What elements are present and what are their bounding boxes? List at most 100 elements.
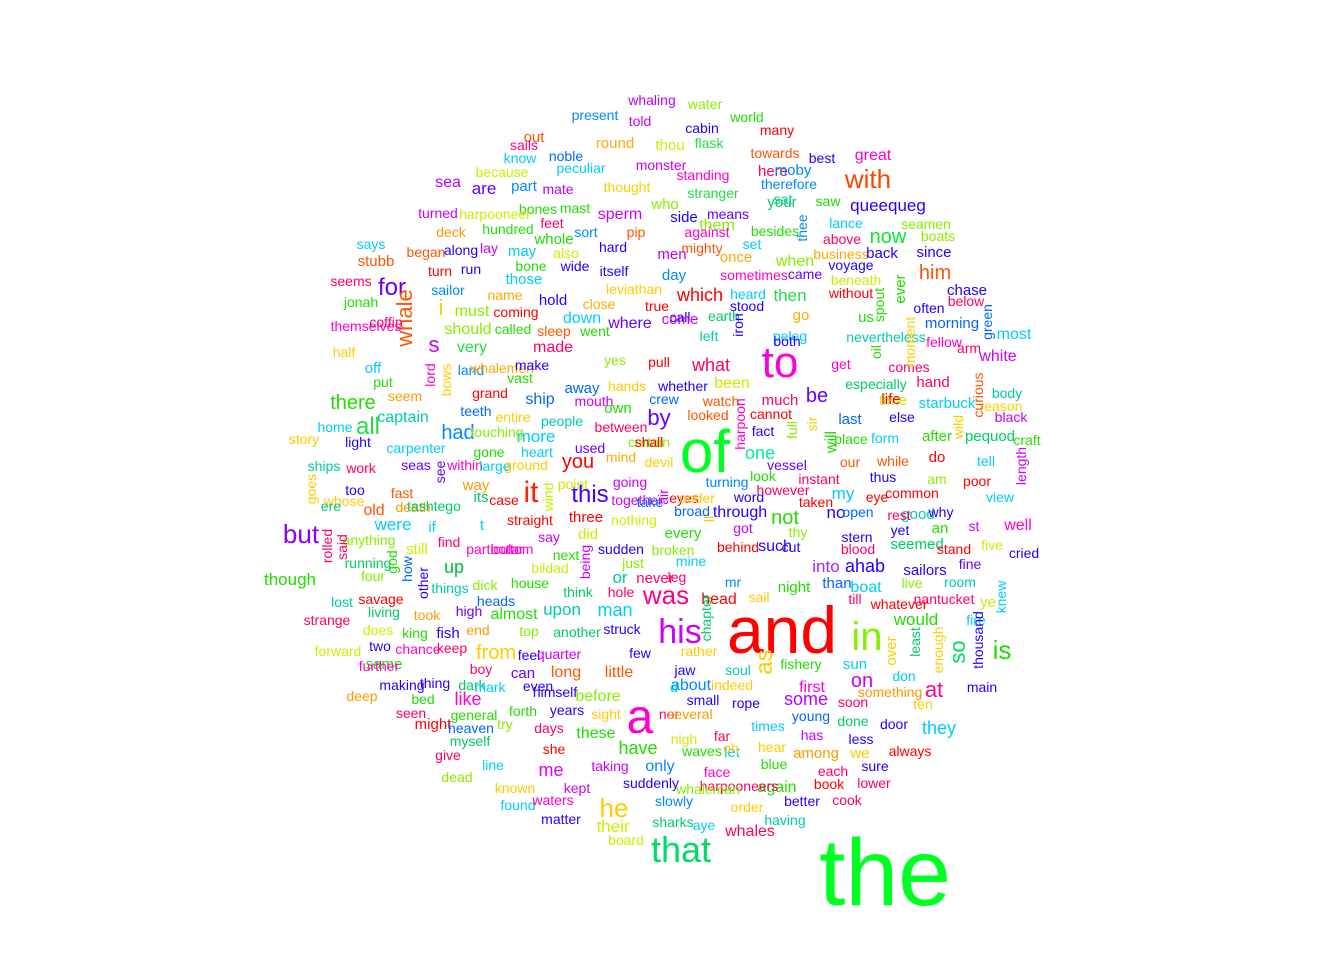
- word-before: before: [575, 688, 620, 705]
- word-lance: lance: [829, 215, 863, 231]
- word-some: some: [784, 689, 828, 709]
- word-stranger: stranger: [687, 185, 739, 201]
- word-set: set: [743, 236, 762, 252]
- word-green: green: [979, 304, 995, 340]
- word-face: face: [704, 764, 731, 780]
- word-lay: lay: [480, 240, 498, 256]
- word-times: times: [751, 718, 784, 734]
- word-whole: whole: [533, 231, 573, 248]
- word-are: are: [472, 179, 497, 198]
- word-matter: matter: [541, 811, 581, 827]
- word-carpenter: carpenter: [386, 440, 445, 456]
- word-who: who: [650, 196, 679, 213]
- word-their: their: [596, 817, 629, 836]
- word-for: for: [378, 274, 406, 301]
- word-saw: saw: [816, 193, 842, 209]
- word-coming: coming: [493, 304, 538, 320]
- word-ever: ever: [892, 274, 909, 303]
- word-devil: devil: [645, 454, 674, 470]
- word-vessel: vessel: [767, 457, 807, 473]
- word-the: the: [819, 820, 951, 926]
- word-often: often: [913, 300, 944, 316]
- word-iron: iron: [730, 313, 746, 336]
- word-business: business: [813, 246, 868, 262]
- word-whaleman: whaleman: [675, 781, 740, 797]
- word-hundred: hundred: [482, 221, 533, 237]
- word-men: men: [657, 246, 686, 263]
- word-nantucket: nantucket: [914, 591, 975, 607]
- word-how: how: [399, 555, 415, 582]
- word-leg: leg: [668, 569, 687, 585]
- word-slowly: slowly: [655, 793, 693, 809]
- word-had: had: [441, 422, 474, 444]
- word-there: there: [330, 392, 376, 414]
- word-way: way: [462, 477, 490, 494]
- word-young: young: [792, 708, 830, 724]
- word-what: what: [691, 355, 730, 375]
- word-best: best: [809, 150, 836, 166]
- word-form: form: [871, 430, 899, 446]
- word-find: find: [438, 534, 461, 550]
- word-cried: cried: [1009, 545, 1039, 561]
- word-earth: earth: [708, 308, 740, 324]
- word-whales: whales: [724, 823, 775, 840]
- word-says: says: [357, 236, 386, 252]
- word-would: would: [893, 610, 938, 629]
- word-other: other: [415, 567, 431, 599]
- word-many: many: [760, 122, 794, 138]
- word-get: get: [831, 356, 851, 372]
- word-pip: pip: [627, 224, 646, 240]
- word-take: take: [637, 494, 664, 510]
- word-were: were: [374, 515, 412, 534]
- word-see: see: [432, 461, 448, 484]
- word-among: among: [793, 745, 839, 762]
- word-ground: ground: [504, 457, 548, 473]
- word-waters: waters: [531, 792, 573, 808]
- word-chance: chance: [395, 641, 440, 657]
- word-open: open: [842, 504, 873, 520]
- word-very: very: [457, 339, 487, 356]
- word-known: known: [495, 780, 535, 796]
- word-few: few: [629, 645, 652, 661]
- word-myself: myself: [450, 733, 491, 749]
- word-whose: whose: [323, 493, 365, 509]
- word-yet: yet: [891, 522, 910, 538]
- word-large: large: [479, 458, 510, 474]
- word-thought: thought: [604, 179, 651, 195]
- word-kept: kept: [564, 780, 591, 796]
- word-bottom: bottom: [491, 541, 534, 557]
- word-no: no: [827, 503, 846, 522]
- word-it: it: [524, 476, 540, 509]
- word-world: world: [729, 109, 763, 125]
- word-running: running: [345, 555, 392, 571]
- word-about: about: [671, 677, 712, 694]
- word-fire: fire: [966, 612, 986, 628]
- word-stood: stood: [730, 298, 764, 314]
- word-hold: hold: [539, 292, 567, 309]
- word-sailor: sailor: [431, 282, 465, 298]
- word-standing: standing: [677, 167, 730, 183]
- word-its: its: [474, 489, 489, 506]
- word-present: present: [572, 107, 619, 123]
- word-else: else: [889, 409, 915, 425]
- word-me: me: [538, 760, 563, 780]
- word-entire: entire: [495, 409, 530, 425]
- word-mr: mr: [725, 574, 742, 590]
- word-bed: bed: [411, 691, 434, 707]
- word-give: give: [435, 747, 461, 763]
- word-people: people: [541, 413, 583, 429]
- word-whaling: whaling: [627, 92, 675, 108]
- word-same: same: [366, 656, 403, 673]
- word-will: will: [823, 431, 840, 454]
- word-this: this: [571, 481, 608, 508]
- word-went: went: [579, 323, 610, 339]
- word-even: even: [523, 678, 553, 694]
- word-may: may: [508, 243, 537, 260]
- word-man: man: [597, 600, 632, 620]
- word-also: also: [553, 245, 579, 261]
- word-always: always: [889, 743, 932, 759]
- word-think: think: [563, 584, 594, 600]
- word-sometimes: sometimes: [720, 267, 788, 283]
- word-certain: certain: [628, 434, 670, 450]
- word-sharks: sharks: [652, 814, 693, 830]
